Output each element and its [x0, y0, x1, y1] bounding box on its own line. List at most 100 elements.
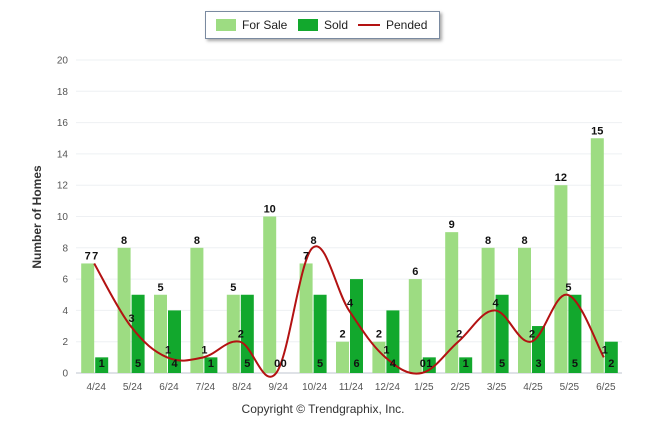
- y-tick-label: 18: [57, 87, 69, 98]
- label-for-sale: 5: [157, 282, 163, 294]
- bar-sold: [532, 326, 545, 373]
- x-axis-ticks: 4/24 5/24 6/24 7/24 8/24 9/24 10/24 11/24 12/24 1…: [86, 382, 616, 393]
- label-sold: 5: [135, 358, 141, 370]
- x-tick-label: 6/25: [596, 382, 616, 393]
- bar-for-sale: [263, 216, 277, 373]
- y-tick-label: 14: [57, 149, 69, 160]
- y-tick-label: 16: [57, 118, 69, 129]
- label-for-sale: 7: [303, 250, 309, 262]
- x-tick-label: 6/24: [159, 382, 179, 393]
- bar-sold: [313, 294, 327, 373]
- copyright-footer: Copyright © Trendgraphix, Inc.: [241, 402, 405, 416]
- bar-sold: [95, 357, 109, 373]
- bar-for-sale: [336, 341, 349, 373]
- y-tick-label: 12: [57, 181, 69, 192]
- label-sold: 3: [535, 358, 541, 370]
- bar-for-sale: [590, 138, 604, 373]
- x-tick-label: 5/25: [560, 382, 580, 393]
- y-tick-label: 0: [62, 369, 68, 380]
- label-pended: 2: [529, 329, 535, 341]
- legend-label-sold: Sold: [324, 18, 349, 32]
- label-pended: 4: [347, 297, 354, 309]
- x-tick-label: 2/25: [450, 382, 470, 393]
- bar-for-sale: [372, 341, 386, 373]
- label-pended: 1: [602, 344, 608, 356]
- label-sold: 1: [208, 358, 214, 370]
- bar-sold: [422, 357, 436, 373]
- bar-sold: [459, 357, 473, 373]
- bar-for-sale: [190, 247, 204, 373]
- bar-sold: [350, 279, 363, 373]
- label-for-sale: 10: [264, 204, 276, 216]
- label-for-sale: 15: [591, 125, 603, 137]
- x-tick-label: 9/24: [268, 382, 288, 393]
- bar-sold: [568, 294, 582, 373]
- label-sold: 5: [499, 358, 505, 370]
- label-for-sale: 2: [339, 329, 345, 341]
- y-tick-label: 6: [62, 275, 68, 286]
- sold-swatch: [298, 19, 318, 31]
- x-tick-label: 10/24: [302, 382, 327, 393]
- legend-item-for-sale[interactable]: For Sale: [216, 12, 287, 38]
- y-tick-label: 2: [62, 337, 68, 348]
- bar-for-sale: [154, 294, 167, 373]
- label-sold: 4: [171, 358, 178, 370]
- label-pended: 1: [201, 344, 207, 356]
- label-pended: 7: [92, 250, 98, 262]
- x-tick-label: 4/24: [86, 382, 106, 393]
- label-sold: 6: [353, 358, 359, 370]
- x-tick-label: 3/25: [487, 382, 507, 393]
- for-sale-bars: [81, 138, 604, 373]
- label-for-sale: 8: [194, 235, 200, 247]
- bar-for-sale: [226, 294, 240, 373]
- pended-series-line: [93, 245, 605, 378]
- y-tick-label: 20: [57, 56, 69, 67]
- bar-for-sale: [117, 247, 131, 373]
- label-sold: 5: [317, 358, 323, 370]
- bar-for-sale: [445, 232, 459, 373]
- bar-sold: [204, 357, 218, 373]
- label-for-sale: 7: [85, 250, 91, 262]
- label-pended: 8: [311, 235, 317, 247]
- bar-sold: [495, 294, 509, 373]
- label-pended: 5: [565, 282, 571, 294]
- label-pended: 2: [238, 329, 244, 341]
- label-pended: 0: [274, 358, 280, 370]
- y-axis-title: Number of Homes: [30, 165, 44, 269]
- bar-sold: [386, 310, 400, 373]
- x-tick-label: 5/24: [123, 382, 143, 393]
- x-tick-label: 11/24: [339, 382, 364, 393]
- label-pended: 4: [493, 297, 500, 309]
- legend-item-sold[interactable]: Sold: [298, 12, 348, 38]
- label-for-sale: 6: [412, 266, 418, 278]
- label-pended: 2: [456, 329, 462, 341]
- x-tick-label: 8/24: [232, 382, 252, 393]
- legend-label-for-sale: For Sale: [242, 18, 288, 32]
- label-sold: 5: [572, 358, 578, 370]
- bar-for-sale: [518, 247, 531, 373]
- bar-sold: [168, 310, 181, 373]
- label-sold: 0: [281, 358, 287, 370]
- label-sold: 4: [390, 358, 397, 370]
- for-sale-swatch: [216, 19, 236, 31]
- x-tick-label: 12/24: [375, 382, 400, 393]
- label-sold: 5: [244, 358, 250, 370]
- label-sold: 1: [463, 358, 469, 370]
- label-pended: 1: [165, 344, 171, 356]
- y-tick-label: 4: [62, 306, 68, 317]
- label-pended: 0: [420, 358, 426, 370]
- bar-for-sale: [408, 279, 422, 373]
- label-for-sale: 9: [449, 219, 455, 231]
- y-axis-ticks: 0 2 4 6 8 10 12 14 16 18 20: [57, 56, 69, 380]
- x-tick-label: 4/25: [523, 382, 543, 393]
- label-pended: 3: [129, 313, 135, 325]
- bar-for-sale: [81, 263, 95, 373]
- x-tick-label: 7/24: [196, 382, 216, 393]
- legend-item-pended[interactable]: Pended: [358, 12, 427, 38]
- y-tick-label: 10: [57, 212, 69, 223]
- legend: For Sale Sold Pended: [205, 11, 440, 39]
- label-for-sale: 12: [555, 172, 567, 184]
- pended-swatch: [358, 24, 380, 26]
